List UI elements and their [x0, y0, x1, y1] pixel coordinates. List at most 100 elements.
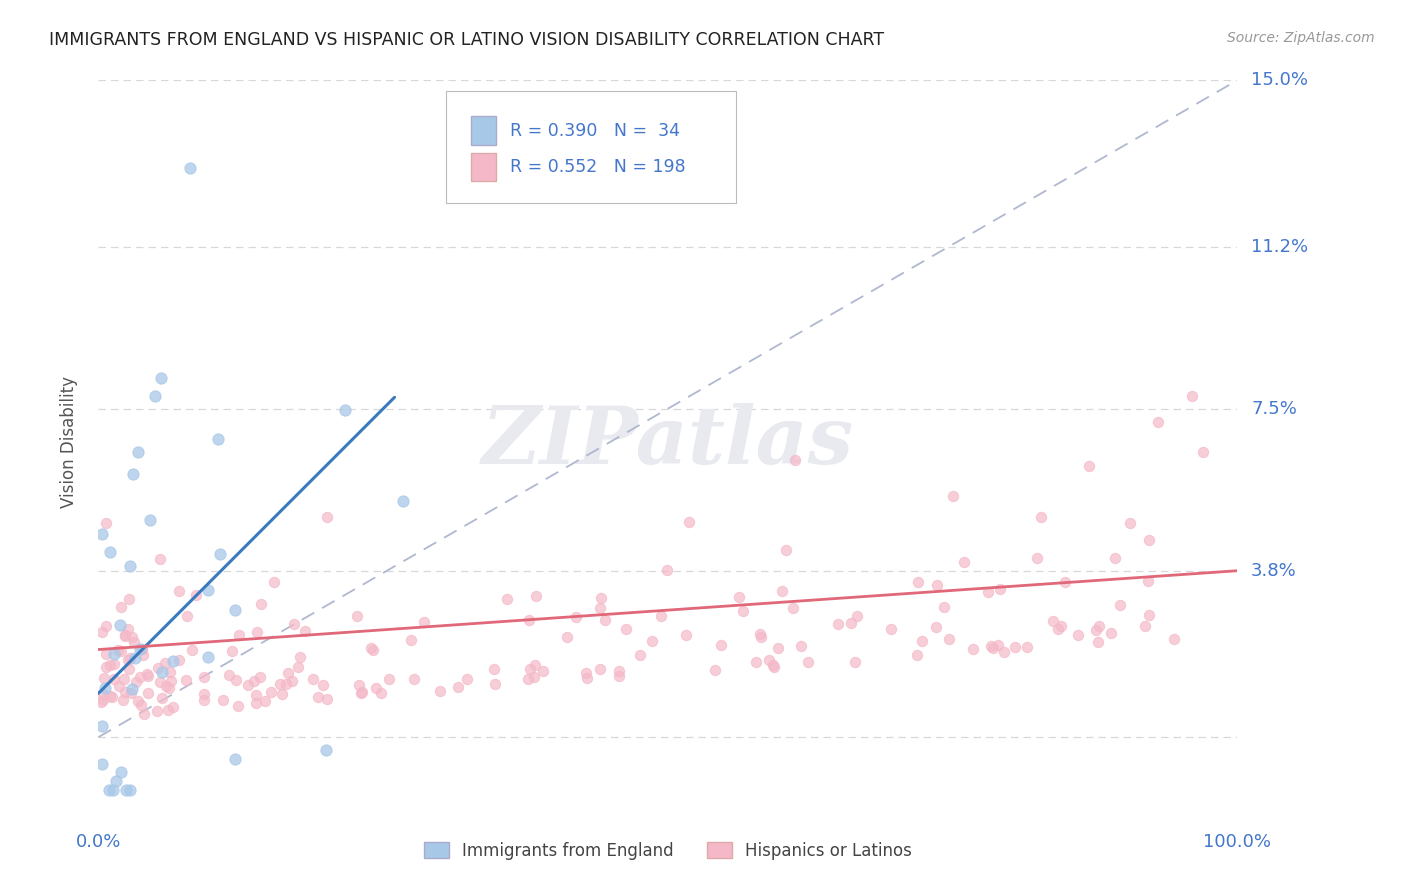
Point: [150, 665, 173, 679]
Point: [112, 693, 135, 707]
Point: [117, 623, 139, 637]
Text: 100.0%: 100.0%: [1204, 833, 1271, 851]
Point: [366, 681, 388, 695]
Point: [555, 630, 578, 644]
Point: [576, 671, 599, 685]
Point: [1046, 623, 1069, 637]
Point: [96, 516, 118, 531]
Point: [136, 667, 159, 681]
Point: [768, 641, 790, 656]
Point: [797, 656, 820, 670]
Point: [927, 578, 949, 592]
FancyBboxPatch shape: [471, 117, 496, 145]
Point: [120, 686, 142, 700]
Point: [593, 613, 616, 627]
Point: [987, 639, 1010, 653]
Point: [90, 527, 112, 541]
Point: [1042, 614, 1064, 628]
Point: [360, 640, 382, 655]
Point: [675, 628, 697, 642]
Point: [839, 615, 862, 630]
Point: [783, 453, 806, 467]
Point: [224, 752, 246, 766]
Point: [361, 642, 384, 657]
Point: [124, 650, 146, 665]
Point: [136, 669, 159, 683]
Point: [770, 584, 793, 599]
Legend: Immigrants from England, Hispanics or Latinos: Immigrants from England, Hispanics or La…: [418, 836, 918, 867]
Point: [287, 660, 309, 674]
Point: [905, 648, 928, 663]
Point: [938, 632, 960, 647]
Point: [302, 672, 325, 686]
FancyBboxPatch shape: [471, 153, 496, 181]
Point: [628, 648, 651, 662]
Point: [650, 608, 672, 623]
Point: [112, 672, 135, 686]
Point: [307, 690, 329, 704]
Point: [1146, 415, 1168, 429]
Point: [1087, 635, 1109, 649]
Point: [775, 542, 797, 557]
Point: [1108, 598, 1130, 612]
Point: [1054, 574, 1077, 589]
Text: Source: ZipAtlas.com: Source: ZipAtlas.com: [1227, 31, 1375, 45]
Point: [953, 555, 976, 569]
Point: [225, 673, 247, 687]
Point: [228, 628, 250, 642]
Point: [283, 617, 305, 632]
Point: [607, 664, 630, 678]
Point: [127, 445, 149, 459]
Point: [98, 657, 121, 672]
Point: [124, 675, 146, 690]
Point: [104, 773, 127, 788]
Point: [1133, 619, 1156, 633]
Point: [245, 697, 267, 711]
Point: [710, 639, 733, 653]
Point: [121, 631, 143, 645]
Point: [245, 688, 267, 702]
Point: [316, 692, 339, 706]
Point: [145, 388, 167, 402]
Point: [678, 515, 700, 529]
Point: [591, 591, 613, 605]
Point: [762, 658, 785, 673]
Point: [413, 615, 436, 630]
Point: [911, 634, 934, 648]
Point: [1119, 516, 1142, 530]
Point: [315, 509, 337, 524]
Point: [495, 591, 517, 606]
Point: [118, 662, 141, 676]
Point: [155, 679, 177, 693]
Point: [429, 684, 451, 698]
Point: [523, 657, 546, 672]
Point: [98, 689, 121, 703]
Point: [981, 641, 1004, 656]
Point: [391, 493, 413, 508]
Point: [524, 589, 547, 603]
Point: [132, 648, 155, 662]
Point: [176, 608, 198, 623]
Point: [844, 655, 866, 669]
Point: [94, 660, 117, 674]
Point: [589, 662, 612, 676]
Text: 0.0%: 0.0%: [76, 833, 121, 851]
Point: [90, 756, 112, 771]
Point: [150, 371, 173, 385]
Point: [976, 585, 998, 599]
Point: [110, 600, 132, 615]
Point: [1137, 574, 1160, 588]
Point: [114, 782, 136, 797]
Point: [447, 680, 470, 694]
Point: [1050, 619, 1073, 633]
Point: [727, 590, 749, 604]
Point: [184, 589, 207, 603]
Point: [312, 677, 335, 691]
Point: [129, 670, 152, 684]
Point: [589, 600, 612, 615]
Point: [127, 694, 149, 708]
Point: [114, 685, 136, 699]
Point: [149, 674, 172, 689]
Point: [350, 685, 373, 699]
Point: [108, 679, 131, 693]
